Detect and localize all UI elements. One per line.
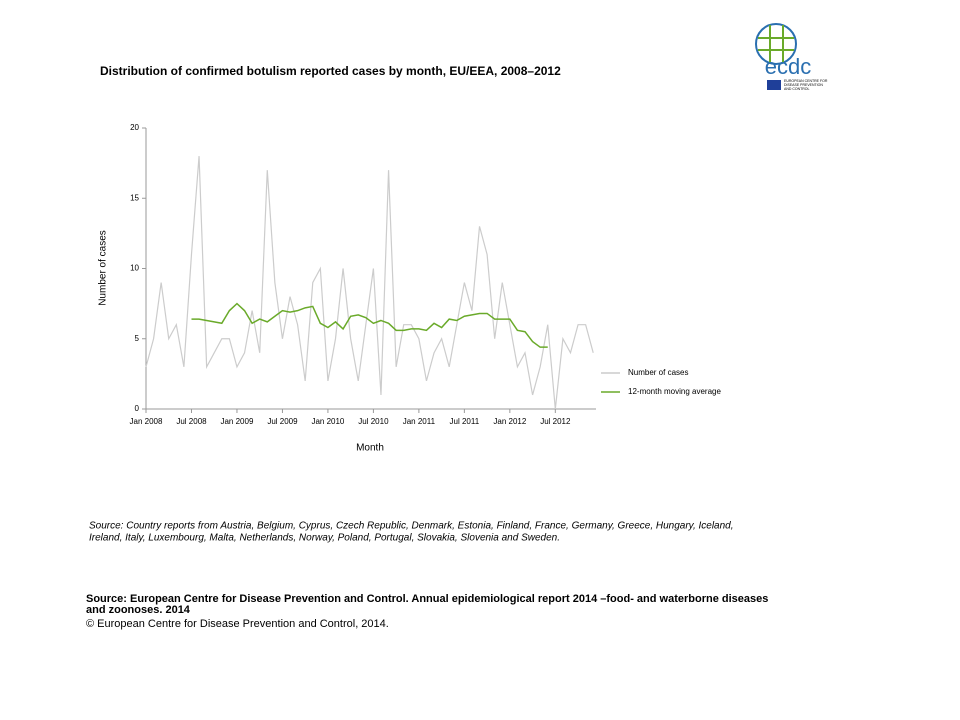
y-tick-label: 5 — [135, 334, 140, 343]
x-tick-label: Jan 2010 — [311, 417, 344, 426]
x-tick-label: Jan 2012 — [493, 417, 526, 426]
logo-subtitle: EUROPEAN CENTRE FOR — [784, 79, 828, 83]
y-tick-label: 10 — [130, 264, 139, 273]
logo-subtitle: AND CONTROL — [784, 87, 810, 91]
y-tick-label: 0 — [135, 404, 140, 413]
source-note: Ireland, Italy, Luxembourg, Malta, Nethe… — [89, 533, 560, 544]
source-note: Source: Country reports from Austria, Be… — [89, 521, 734, 532]
series-line — [145, 156, 594, 410]
x-tick-label: Jul 2008 — [176, 417, 207, 426]
y-tick-label: 20 — [130, 123, 139, 132]
x-tick-label: Jul 2012 — [540, 417, 571, 426]
logo-globe — [755, 23, 797, 65]
chart-title: Distribution of confirmed botulism repor… — [100, 64, 561, 78]
x-axis-label: Month — [356, 443, 384, 454]
logo-subtitle: DISEASE PREVENTION — [784, 83, 823, 87]
x-tick-label: Jan 2008 — [130, 417, 163, 426]
footer-source: and zoonoses. 2014 — [86, 604, 191, 616]
y-axis-label: Number of cases — [98, 230, 109, 306]
legend-label: Number of cases — [628, 368, 688, 377]
x-tick-label: Jan 2009 — [220, 417, 253, 426]
x-tick-label: Jul 2011 — [450, 417, 480, 426]
series-line — [191, 302, 548, 348]
x-tick-label: Jul 2009 — [267, 417, 298, 426]
x-tick-label: Jan 2011 — [403, 417, 436, 426]
y-tick-label: 15 — [130, 193, 139, 202]
eu-flag — [767, 80, 781, 90]
x-tick-label: Jul 2010 — [358, 417, 389, 426]
logo: ecdc EUROPEAN CENTRE FOR DISEASE PREVENT… — [755, 23, 828, 91]
legend-label: 12-month moving average — [628, 387, 721, 396]
footer-source: Source: European Centre for Disease Prev… — [86, 593, 768, 605]
logo-grid — [758, 25, 794, 63]
copyright: © European Centre for Disease Prevention… — [86, 618, 389, 630]
logo-name: ecdc — [765, 54, 811, 79]
